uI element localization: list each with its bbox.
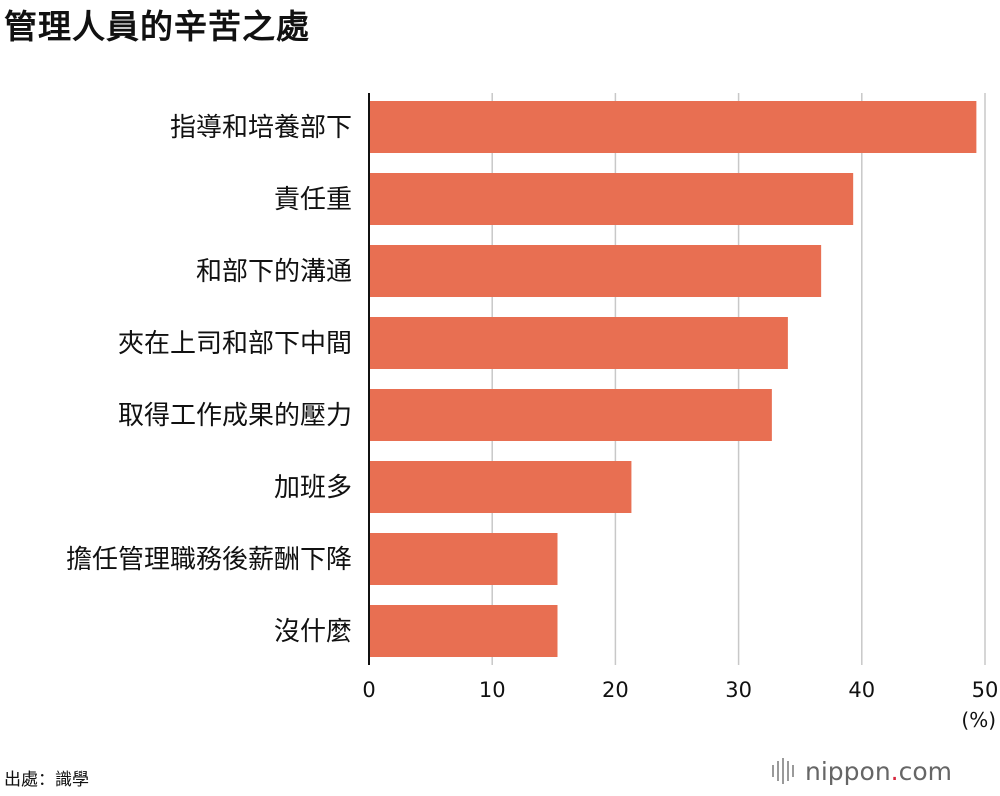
bars [369, 101, 977, 657]
category-label: 責任重 [274, 185, 352, 215]
bar [369, 461, 632, 513]
bar-chart: 指導和培養部下責任重和部下的溝通夾在上司和部下中間取得工作成果的壓力加班多擔任管… [66, 93, 998, 732]
category-label: 夾在上司和部下中間 [118, 329, 352, 359]
category-label: 取得工作成果的壓力 [118, 401, 352, 431]
bar [369, 389, 772, 441]
category-label: 加班多 [274, 473, 352, 503]
logo-bars-icon [772, 758, 797, 784]
logo-suffix: com [898, 756, 953, 786]
nippon-logo: nippon.com [772, 756, 952, 786]
x-tick-label: 0 [362, 678, 375, 702]
bar [369, 101, 977, 153]
chart-title: 管理人員的辛苦之處 [4, 7, 310, 46]
category-label: 指導和培養部下 [170, 113, 352, 143]
logo-wordmark: nippon.com [805, 757, 952, 786]
bar [369, 317, 788, 369]
bar [369, 533, 558, 585]
logo-dot: . [890, 756, 899, 786]
x-tick-labels: 0 10 20 30 40 50 [362, 678, 998, 702]
x-tick-label: 40 [848, 678, 875, 702]
category-label: 擔任管理職務後薪酬下降 [66, 545, 352, 575]
bar [369, 245, 822, 297]
x-tick-label: 20 [602, 678, 629, 702]
category-labels: 指導和培養部下責任重和部下的溝通夾在上司和部下中間取得工作成果的壓力加班多擔任管… [66, 113, 352, 647]
bar [369, 173, 854, 225]
x-tick-label: 10 [479, 678, 506, 702]
x-tick-label: 50 [972, 678, 999, 702]
source-note: 出處：識學 [4, 770, 89, 790]
category-label: 沒什麼 [274, 617, 352, 647]
x-unit-label: (%) [961, 708, 996, 732]
bar [369, 605, 558, 657]
logo-prefix: nippon [805, 756, 891, 786]
category-label: 和部下的溝通 [196, 257, 352, 287]
x-tick-label: 30 [725, 678, 752, 702]
